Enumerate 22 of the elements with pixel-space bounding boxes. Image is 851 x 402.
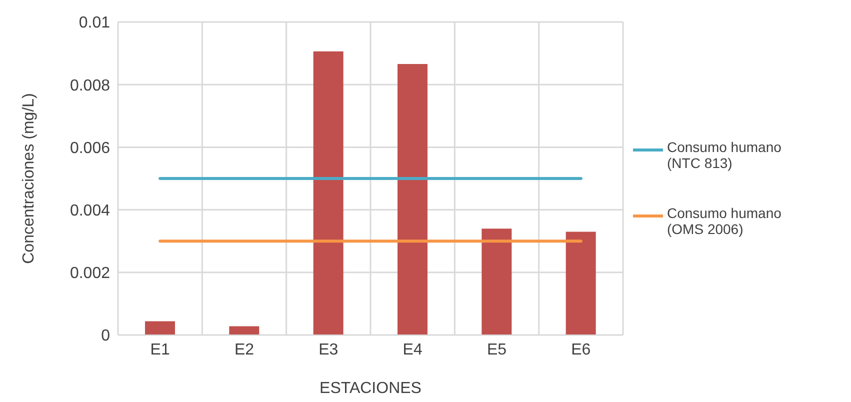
- x-tick-label: E1: [150, 341, 170, 358]
- y-tick-label: 0.006: [70, 140, 110, 157]
- x-tick-label: E2: [234, 341, 254, 358]
- y-tick-label: 0: [101, 328, 110, 345]
- bar: [145, 321, 175, 335]
- y-tick-label: 0.008: [70, 77, 110, 94]
- bar: [398, 64, 428, 335]
- x-tick-label: E3: [318, 341, 338, 358]
- legend-label: Consumo humano (NTC 813): [667, 139, 782, 171]
- x-tick-label: E5: [486, 341, 507, 358]
- bar: [313, 51, 344, 335]
- y-tick-label: 0.01: [78, 14, 110, 32]
- y-tick-label: 0.004: [70, 202, 110, 220]
- bar: [482, 228, 512, 335]
- y-axis-title: Concentraciones (mg/L): [20, 93, 38, 264]
- y-tick-label: 0.002: [70, 265, 110, 282]
- bar: [229, 326, 260, 335]
- x-tick-label: E6: [571, 341, 591, 358]
- legend-label: Consumo humano (OMS 2006): [667, 205, 782, 237]
- x-axis-title: ESTACIONES: [320, 380, 422, 397]
- x-tick-label: E4: [402, 341, 422, 358]
- bar: [566, 232, 596, 335]
